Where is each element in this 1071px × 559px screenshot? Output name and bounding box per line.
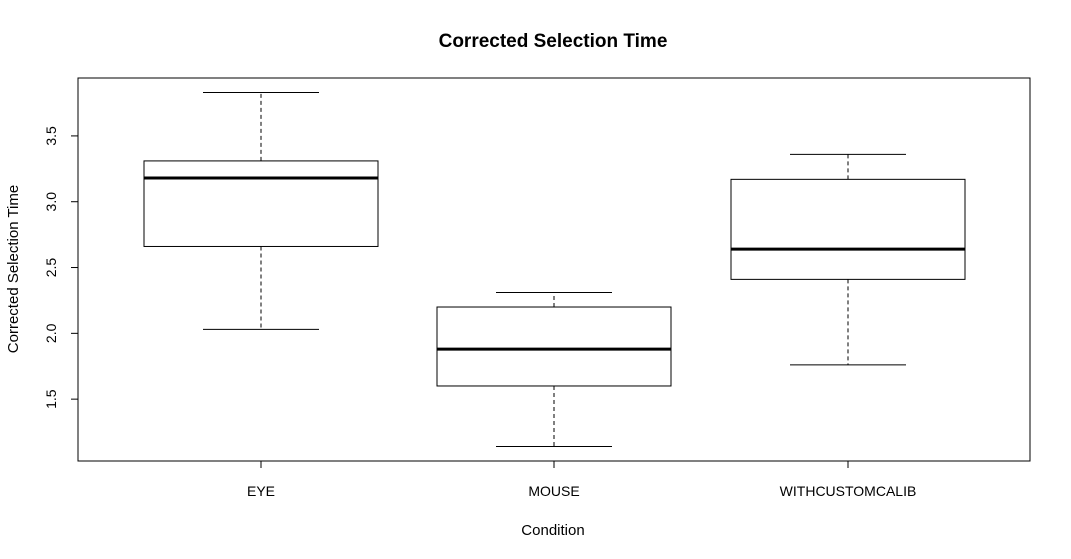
- x-axis-label: Condition: [521, 522, 584, 539]
- y-tick-label: 3.0: [43, 192, 59, 212]
- box-mouse: [436, 292, 672, 448]
- x-tick-label: WITHCUSTOMCALIB: [780, 483, 917, 499]
- x-tick-label: EYE: [247, 483, 275, 499]
- x-axis: EYE MOUSE WITHCUSTOMCALIB: [247, 460, 917, 499]
- iqr-box-withcustomcalib: [730, 178, 966, 280]
- y-axis: 1.5 2.0 2.5 3.0 3.5: [43, 126, 79, 409]
- y-tick-label: 1.5: [43, 389, 59, 409]
- chart-title: Corrected Selection Time: [439, 31, 668, 52]
- box-withcustomcalib: [730, 153, 966, 366]
- box-eye: [143, 91, 379, 330]
- x-tick-label: MOUSE: [528, 483, 579, 499]
- iqr-box-eye: [143, 160, 379, 247]
- y-axis-label: Corrected Selection Time: [5, 185, 22, 353]
- boxes-layer: [143, 91, 966, 448]
- y-tick-label: 3.5: [43, 126, 59, 146]
- y-tick-label: 2.5: [43, 258, 59, 278]
- iqr-box-mouse: [436, 306, 672, 387]
- y-tick-label: 2.0: [43, 323, 59, 343]
